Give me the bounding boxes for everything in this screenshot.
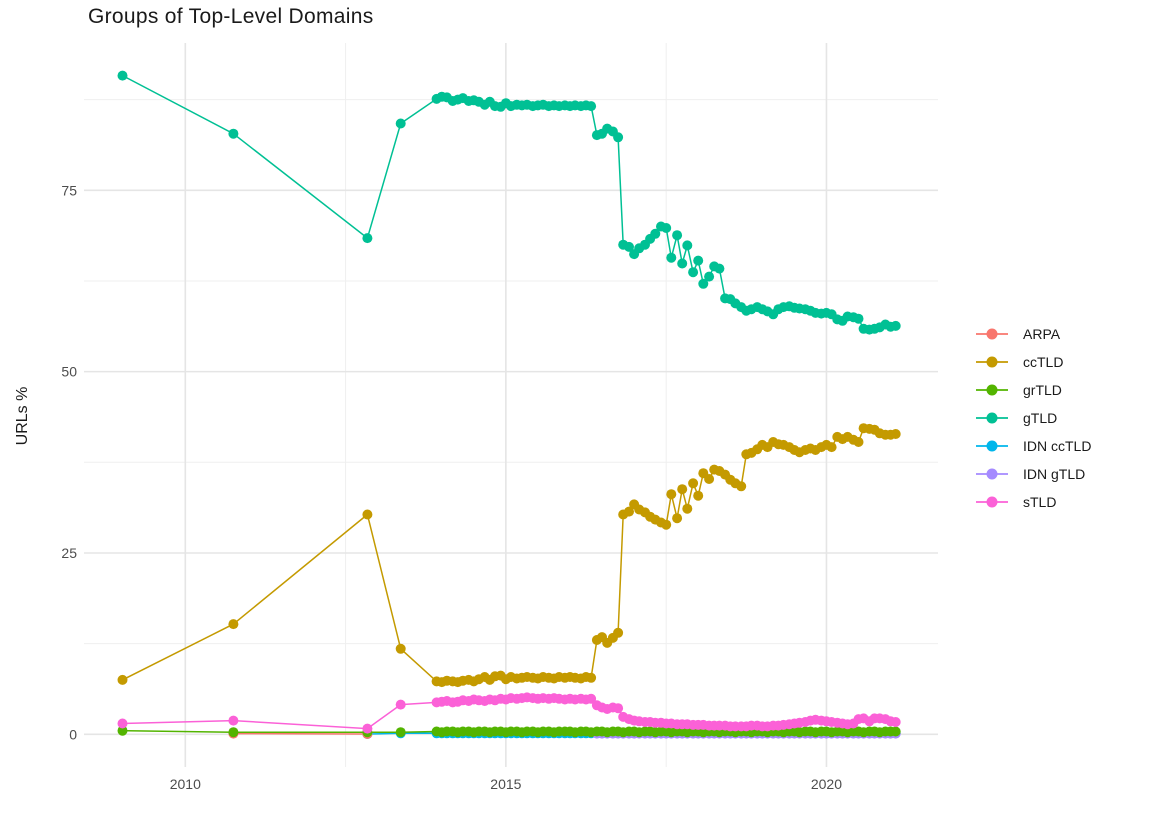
legend-item-arpa: ARPA: [975, 320, 1091, 348]
svg-text:2015: 2015: [490, 776, 521, 792]
legend-item-cctld: ccTLD: [975, 348, 1091, 376]
svg-text:2010: 2010: [170, 776, 201, 792]
legend-label-grtld: grTLD: [1023, 382, 1062, 398]
legend-label-gtld: gTLD: [1023, 410, 1058, 426]
legend-key-stld-icon: [976, 496, 1008, 508]
svg-text:25: 25: [61, 545, 77, 561]
legend-key-gtld-icon: [976, 412, 1008, 424]
svg-text:75: 75: [61, 182, 77, 198]
legend-key-grtld-icon: [976, 384, 1008, 396]
legend-label-stld: sTLD: [1023, 494, 1057, 510]
legend-item-stld: sTLD: [975, 488, 1091, 516]
legend-label-idn-gtld: IDN gTLD: [1023, 466, 1086, 482]
chart-title: Groups of Top-Level Domains: [88, 5, 374, 28]
legend: ARPA ccTLD grTLD gTLD IDN ccTLD IDN gTLD…: [975, 320, 1091, 516]
legend-item-idn-cctld: IDN ccTLD: [975, 432, 1091, 460]
legend-item-idn-gtld: IDN gTLD: [975, 460, 1091, 488]
legend-key-idn-cctld-icon: [976, 440, 1008, 452]
legend-key-idn-gtld-icon: [976, 468, 1008, 480]
legend-key-arpa-icon: [976, 328, 1008, 340]
legend-item-gtld: gTLD: [975, 404, 1091, 432]
legend-label-idn-cctld: IDN ccTLD: [1023, 438, 1092, 454]
legend-label-cctld: ccTLD: [1023, 354, 1064, 370]
legend-label-arpa: ARPA: [1023, 326, 1061, 342]
svg-text:2020: 2020: [811, 776, 842, 792]
svg-text:0: 0: [69, 726, 77, 742]
svg-text:50: 50: [61, 364, 77, 380]
legend-key-cctld-icon: [976, 356, 1008, 368]
legend-item-grtld: grTLD: [975, 376, 1091, 404]
